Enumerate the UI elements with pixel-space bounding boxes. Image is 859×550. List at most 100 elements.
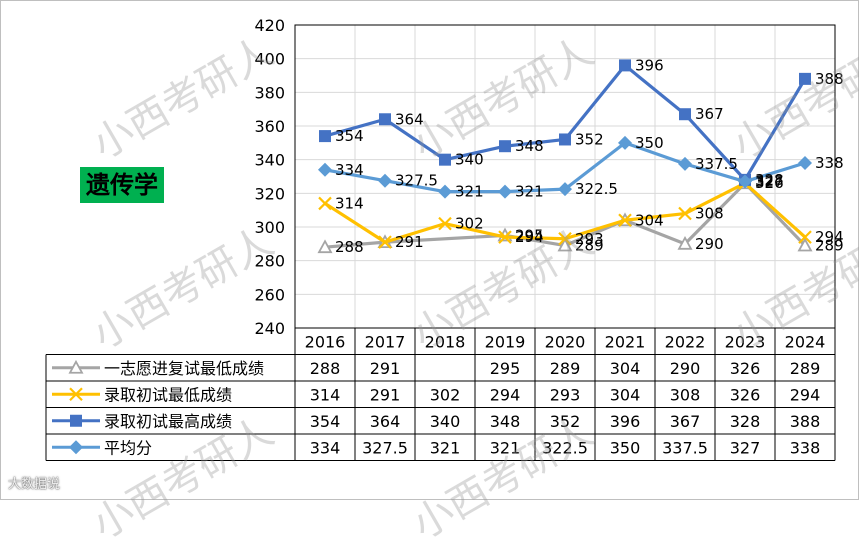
table-cell-2-2018: 340 [430,412,461,431]
data-label-2-2017: 364 [395,110,424,128]
y-tick-label-280: 280 [254,252,285,271]
series-0-point-2024 [797,237,813,252]
data-label-3-2018: 321 [455,183,484,201]
table-cell-3-2021: 350 [610,438,641,457]
series-3-point-2020 [558,182,572,197]
table-cell-1-2020: 293 [550,385,581,404]
data-label-2-2024: 388 [815,70,844,88]
data-label-2-2022: 367 [695,105,724,123]
table-cell-0-2021: 304 [610,359,641,378]
subject-label: 遗传学 [80,167,164,203]
series-2-point-2024 [799,72,811,85]
data-label-3-2016: 334 [335,161,364,179]
series-3-point-2023 [738,174,752,189]
table-cell-1-2018: 302 [430,385,461,404]
table-cell-2-2022: 367 [670,412,701,431]
data-label-1-2020: 293 [575,230,604,248]
series-2-point-2018 [439,153,451,166]
table-cell-3-2023: 327 [730,438,761,457]
x-tick-label-2018: 2018 [425,333,466,352]
y-tick-label-400: 400 [254,50,285,69]
y-tick-label-300: 300 [254,218,285,237]
series-3-point-2016 [318,162,332,177]
table-cell-0-2022: 290 [670,359,701,378]
series-2-point-2022 [679,108,691,121]
x-tick-label-2023: 2023 [725,333,766,352]
data-label-1-2024: 294 [815,228,844,246]
data-label-1-2019: 294 [515,228,544,246]
chart-area: 240 260 280 300 320 340 360 380 400 420 2016 2017 20… [45,16,844,461]
data-label-0-2019: 295 [515,226,544,244]
series-3-point-2018 [438,184,452,199]
table-cell-2-2017: 364 [370,412,401,431]
table-cell-3-2017: 327.5 [362,438,408,457]
x-tick-label-2019: 2019 [485,333,526,352]
table-cell-1-2017: 291 [370,385,401,404]
x-tick-label-2021: 2021 [605,333,646,352]
data-label-3-2023: 327 [755,173,784,191]
data-label-0-2022: 290 [695,235,724,253]
series-3-point-2022 [678,156,692,171]
x-tick-label-2016: 2016 [305,333,346,352]
y-tick-label-260: 260 [254,285,285,304]
series-1-point-2016 [318,196,332,211]
table-cell-3-2020: 322.5 [542,438,588,457]
table-cell-3-2024: 338 [790,438,821,457]
series-line-0 [324,181,807,249]
series-0-point-2016 [317,239,333,254]
data-label-3-2022: 337.5 [695,155,738,173]
x-tick-label-2024: 2024 [785,333,826,352]
table-cell-1-2023: 326 [730,385,761,404]
y-tick-label-240: 240 [254,319,285,338]
table-cell-0-2020: 289 [550,359,581,378]
legend-key-marker-3 [69,440,83,455]
table-cell-2-2021: 396 [610,412,641,431]
data-label-0-2020: 289 [575,237,604,255]
data-label-3-2019: 321 [515,183,544,201]
data-label-1-2023: 326 [755,174,784,192]
y-tick-label-360: 360 [254,117,285,136]
table-cell-1-2022: 308 [670,385,701,404]
y-tick-label-420: 420 [254,16,285,35]
table-cell-2-2016: 354 [310,412,341,431]
data-label-3-2020: 322.5 [575,180,618,198]
series-2-point-2019 [499,140,511,153]
table-cell-0-2023: 326 [730,359,761,378]
table-cell-3-2022: 337.5 [662,438,708,457]
series-3-point-2017 [378,173,392,188]
data-label-2-2018: 340 [455,151,484,169]
plot-border [294,24,836,329]
table-cell-2-2019: 348 [490,412,521,431]
data-label-0-2024: 289 [815,237,844,255]
data-label-1-2018: 302 [455,215,484,233]
series-1-point-2019 [498,230,512,244]
series-3-point-2019 [498,184,512,199]
legend-label-1: 录取初试最低成绩 [104,385,232,404]
series-0-point-2022 [677,235,693,250]
table-cell-2-2023: 328 [730,412,761,431]
series-2-point-2017 [379,113,391,126]
table-cell-2-2024: 388 [790,412,821,431]
data-label-2-2021: 396 [635,56,664,74]
series-1-point-2021 [618,213,632,228]
x-tick-label-2022: 2022 [665,333,706,352]
table-cell-1-2016: 314 [310,385,341,404]
x-tick-label-2017: 2017 [365,333,406,352]
table-cell-1-2024: 294 [790,385,821,404]
series-1-point-2020 [558,232,572,246]
series-1-point-2017 [378,235,392,249]
legend-label-3: 平均分 [104,438,152,457]
legend-key-marker-1 [69,387,83,402]
data-label-1-2021: 304 [635,211,664,229]
table-cell-2-2020: 352 [550,412,581,431]
series-0-point-2020 [557,237,573,252]
legend-label-2: 录取初试最高成绩 [104,412,232,431]
series-1-point-2018 [438,216,452,231]
legend-key-marker-0 [68,359,84,374]
data-label-0-2017: 291 [395,233,424,251]
table-cell-0-2016: 288 [310,359,341,378]
series-3-point-2021 [618,135,632,150]
data-label-2-2016: 354 [335,127,364,145]
data-label-0-2016: 288 [335,238,364,256]
series-1-point-2024 [798,230,812,244]
